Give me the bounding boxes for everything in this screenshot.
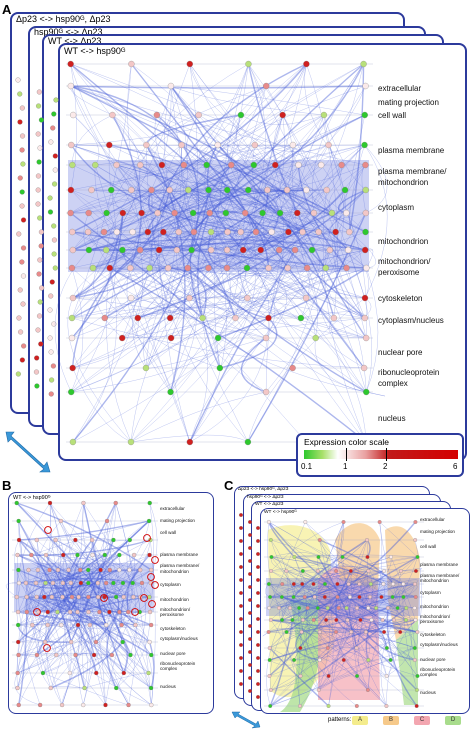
panel-b-location-6: cytoplasm (160, 582, 181, 587)
panel-b-location-15: nucleus (160, 684, 176, 689)
legend-tick-1: 1 (343, 462, 348, 471)
panel-c-title: WT <-> hsp90ᴳ (264, 510, 297, 515)
panel-b-location-14: complex (160, 666, 178, 671)
panel-label-b: B (2, 478, 12, 493)
panel-c-location-6: cytoplasm (420, 590, 441, 595)
panel-a-location-13: ribonucleoprotein (378, 368, 440, 377)
panel-b-location-2: cell wall (160, 530, 177, 535)
panel-c-location-3: plasma membrane (420, 562, 459, 567)
panel-c-location-12: nuclear pore (420, 657, 446, 662)
pattern-swatch-b: B (383, 716, 399, 725)
panel-a-stack-title-2: hsp90ᴳ <-> Δp23 (34, 27, 103, 37)
panel-c-location-11: cytoplasm/nucleus (420, 642, 458, 647)
panel-c-location-9: peroxisome (420, 619, 444, 624)
legend-marker-1 (346, 448, 347, 461)
panel-b-location-7: mitochondrion (160, 597, 189, 602)
panel-b-location-5: mitochondrion (160, 569, 189, 574)
panel-b-location-13: ribonucleoprotein (160, 661, 196, 666)
panel-c-location-7: mitochondrion (420, 604, 449, 609)
panel-c-location-14: complex (420, 672, 438, 677)
panel-c-stack-title-2: hsp90ᴳ <-> Δp23 (247, 495, 284, 500)
panel-a-location-7: mitochondrion (378, 237, 429, 246)
panel-b-location-8: mitochondrion/ (160, 607, 191, 612)
patterns-label: patterns: (328, 717, 352, 723)
panel-a-location-3: plasma membrane (378, 146, 445, 155)
panel-a-location-15: nucleus (378, 414, 406, 423)
panel-c-location-13: ribonucleoprotein (420, 667, 456, 672)
panel-b-location-12: nuclear pore (160, 651, 186, 656)
legend-title: Expression color scale (304, 437, 390, 447)
panel-a-location-5: mitochondrion (378, 178, 429, 187)
panel-a-location-8: mitochondrion/ (378, 257, 431, 266)
panel-b-title: WT <-> hsp90ᴳ (13, 495, 51, 501)
panel-a-location-2: cell wall (378, 111, 407, 120)
pattern-swatch-d: D (445, 716, 461, 725)
panel-a-location-9: peroxisome (378, 268, 420, 277)
panel-c-location-0: extracellular (420, 517, 445, 522)
panel-c-location-10: cytoskeleton (420, 632, 446, 637)
panel-c-stack-title-3: WT <-> Δp23 (255, 502, 284, 507)
panel-b-location-11: cytoplasm/nucleus (160, 636, 198, 641)
panel-c-location-15: nucleus (420, 690, 436, 695)
panel-b-location-1: mating projection (160, 518, 195, 523)
panel-a-title: WT <-> hsp90ᴳ (64, 46, 126, 56)
legend-gradient-bar (304, 450, 458, 459)
panel-b-location-9: peroxisome (160, 612, 184, 617)
panel-a-location-12: nuclear pore (378, 348, 423, 357)
panel-b-location-10: cytoskeleton (160, 626, 186, 631)
legend-marker-2 (386, 448, 387, 461)
expression-color-legend: Expression color scale 0.1 1 2 6 (296, 433, 464, 477)
panel-a-location-4: plasma membrane/ (378, 167, 447, 176)
panel-c-edges (262, 521, 422, 707)
panel-b-location-3: plasma membrane (160, 552, 199, 557)
panel-b-location-0: extracellular (160, 506, 185, 511)
panel-a-location-1: mating projection (378, 98, 439, 107)
legend-tick-2: 2 (383, 462, 388, 471)
panel-c-location-5: mitochondrion (420, 578, 449, 583)
panel-a-location-14: complex (378, 379, 408, 388)
panel-c-nodes (266, 520, 420, 708)
panel-a-nodes (67, 60, 370, 446)
panel-c-location-4: plasma membrane/ (420, 573, 460, 578)
panel-b-location-4: plasma membrane/ (160, 563, 200, 568)
panel-c-stack-title-1: Δp23 <-> hsp90ᴳ, Δp23 (238, 487, 289, 492)
panel-a-stack-title-1: Δp23 <-> hsp90ᴳ, Δp23 (16, 14, 111, 24)
legend-tick-0-1: 0.1 (301, 462, 313, 471)
panel-c-location-8: mitochondrion/ (420, 614, 451, 619)
panel-c-location-2: cell wall (420, 544, 437, 549)
panel-a-location-0: extracellular (378, 84, 422, 93)
pattern-swatch-a: A (352, 716, 368, 725)
panel-label-a: A (2, 2, 12, 17)
panel-b-network-card[interactable] (8, 492, 214, 714)
pattern-swatch-c: C (414, 716, 430, 725)
legend-tick-6: 6 (453, 462, 458, 471)
panel-a-stack-title-3: WT <-> Δp23 (48, 36, 102, 46)
panel-a-location-10: cytoskeleton (378, 294, 423, 303)
panel-label-c: C (224, 478, 234, 493)
panel-a-location-6: cytoplasm (378, 203, 415, 212)
panel-a-location-11: cytoplasm/nucleus (378, 316, 444, 325)
panel-c-location-1: mating projection (420, 529, 455, 534)
